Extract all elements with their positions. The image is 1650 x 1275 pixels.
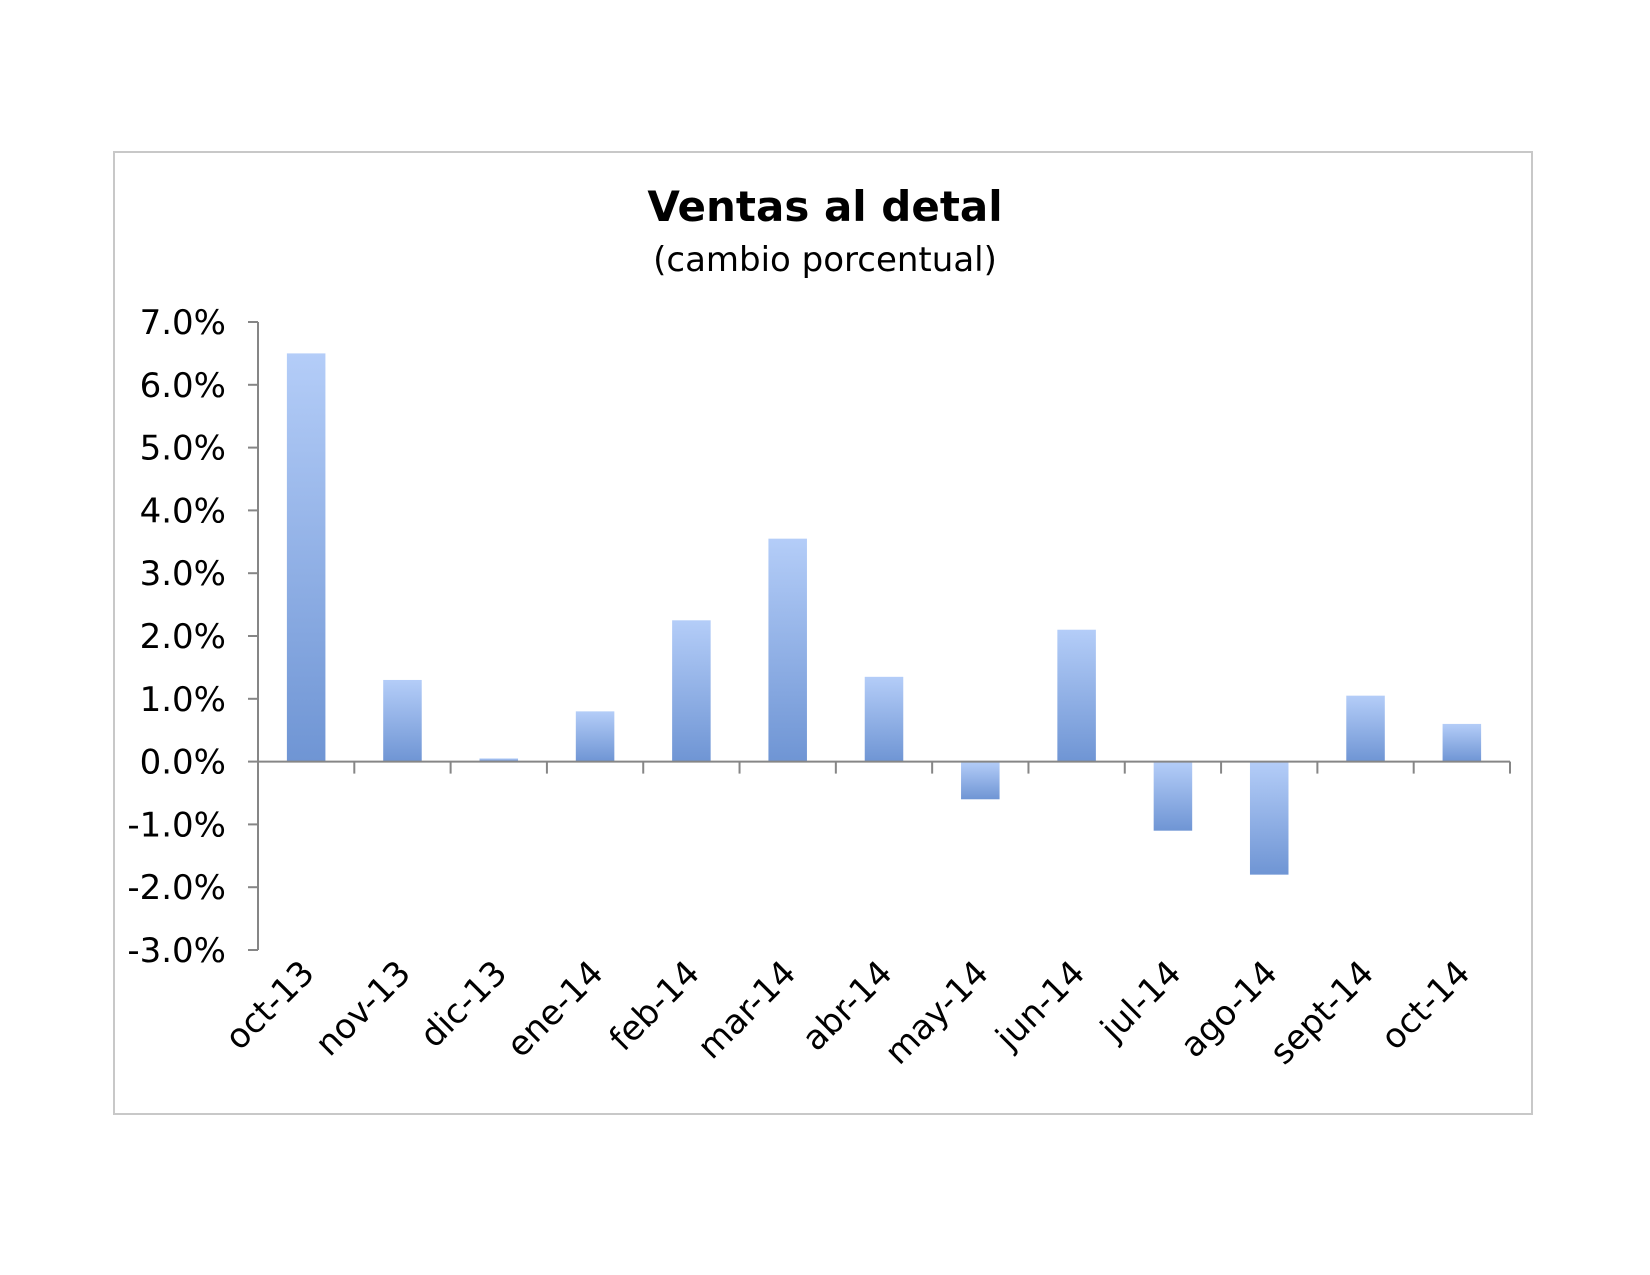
x-tick-label: mar-14: [690, 953, 804, 1067]
bar-ago-14: [1249, 761, 1289, 875]
x-tick-label: may-14: [877, 953, 997, 1073]
y-tick-label: 4.0%: [140, 491, 226, 531]
chart-title: Ventas al detal: [647, 182, 1002, 231]
bar-oct-14: [1442, 723, 1482, 762]
bar-dic-13: [479, 758, 519, 762]
y-tick-label: 6.0%: [140, 366, 226, 406]
x-tick-label: sept-14: [1262, 953, 1382, 1073]
y-tick-label: -3.0%: [127, 931, 226, 971]
y-tick-label: 0.0%: [140, 743, 226, 783]
y-axis: 7.0% 6.0% 5.0% 4.0% 3.0% 2.0% 1.0% 0.0% -1.0% -2.…: [127, 303, 259, 971]
x-tick-label: jun-14: [988, 953, 1093, 1058]
bars: [286, 353, 1482, 875]
bar-jul-14: [1153, 761, 1193, 831]
bar-oct-13: [286, 353, 326, 762]
chart-subtitle: (cambio porcentual): [653, 240, 997, 280]
y-tick-label: 5.0%: [140, 429, 226, 469]
bar-mar-14: [768, 538, 807, 762]
x-tick-label: oct-14: [1373, 953, 1478, 1058]
x-tick-label: dic-13: [412, 953, 515, 1056]
y-tick-label: 1.0%: [140, 680, 226, 720]
x-axis: oct-13nov-13dic-13ene-14feb-14mar-14abr-…: [218, 760, 1511, 1073]
bar-jun-14: [1057, 629, 1096, 762]
chart-frame: [113, 151, 1533, 1115]
bar-may-14: [961, 761, 1000, 800]
bar-abr-14: [864, 676, 904, 762]
y-tick-label: 7.0%: [140, 303, 226, 343]
bar-ene-14: [575, 711, 615, 762]
x-tick-label: oct-13: [218, 953, 323, 1058]
y-tick-label: 2.0%: [140, 617, 226, 657]
y-tick-label: -2.0%: [127, 868, 226, 908]
bar-sept-14: [1346, 695, 1385, 762]
x-tick-label: feb-14: [602, 953, 708, 1059]
bar-nov-13: [383, 679, 422, 762]
x-tick-label: ene-14: [499, 953, 611, 1065]
x-tick-label: nov-13: [308, 953, 419, 1064]
y-tick-label: 3.0%: [140, 554, 226, 594]
bar-feb-14: [672, 620, 711, 762]
y-tick-label: -1.0%: [127, 805, 226, 845]
